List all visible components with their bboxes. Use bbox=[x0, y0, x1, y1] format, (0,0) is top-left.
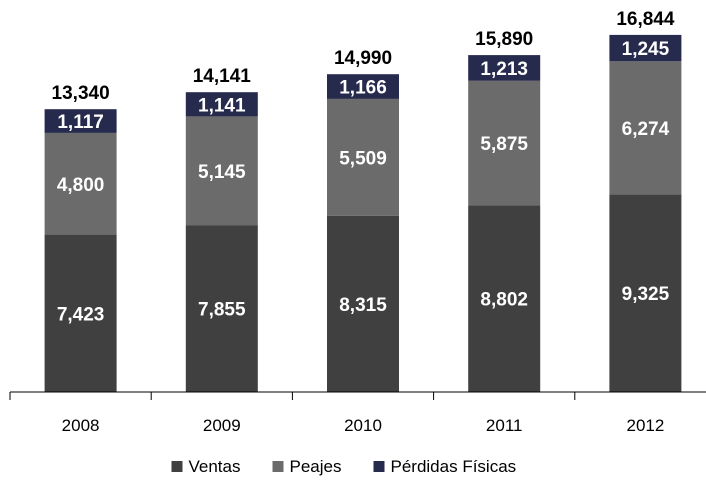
bar-segment bbox=[468, 205, 541, 392]
x-tick-label: 2011 bbox=[486, 416, 523, 435]
x-tick-label: 2009 bbox=[203, 416, 241, 435]
bar-segment bbox=[44, 234, 117, 392]
data-labels-layer: 7,423 4,800 1,117 13,340 7,855 5,145 1,141 14,1… bbox=[52, 9, 675, 325]
legend: Ventas Peajes Pérdidas Físicas bbox=[171, 457, 517, 476]
x-axis: 2008 2009 2010 2011 2012 bbox=[9, 391, 706, 435]
bar-segment bbox=[185, 92, 258, 117]
total-data-label: 14,990 bbox=[334, 48, 392, 69]
legend-label: Peajes bbox=[290, 457, 342, 476]
bar-segment bbox=[185, 116, 258, 226]
bar-segment bbox=[327, 215, 399, 392]
x-tick-label: 2008 bbox=[62, 416, 100, 435]
segment-data-label: 1,117 bbox=[57, 112, 104, 133]
segment-data-label: 8,802 bbox=[480, 290, 528, 311]
bar-segment bbox=[185, 225, 258, 392]
segment-data-label: 4,800 bbox=[57, 175, 105, 196]
bar-segment bbox=[327, 74, 399, 99]
bar-segment bbox=[327, 98, 399, 216]
segment-data-label: 7,855 bbox=[198, 300, 246, 321]
bar-segment bbox=[468, 55, 541, 81]
segment-data-label: 7,423 bbox=[57, 304, 105, 325]
legend-label: Pérdidas Físicas bbox=[391, 457, 517, 476]
legend-swatch bbox=[373, 461, 385, 472]
bars-layer bbox=[44, 34, 682, 392]
segment-data-label: 5,875 bbox=[480, 134, 528, 155]
segment-data-label: 1,245 bbox=[622, 39, 670, 60]
x-tick-label: 2010 bbox=[344, 416, 382, 435]
legend-swatch bbox=[171, 461, 183, 472]
total-data-label: 14,141 bbox=[193, 66, 252, 87]
bar-segment bbox=[468, 80, 541, 206]
bar-segment bbox=[609, 61, 682, 195]
segment-data-label: 5,509 bbox=[339, 148, 387, 169]
total-data-label: 13,340 bbox=[52, 83, 110, 104]
total-data-label: 16,844 bbox=[616, 9, 675, 30]
segment-data-label: 1,166 bbox=[339, 78, 387, 99]
total-data-label: 15,890 bbox=[475, 29, 533, 50]
bar-segment bbox=[44, 109, 117, 133]
bar-segment bbox=[609, 194, 682, 392]
segment-data-label: 9,325 bbox=[622, 284, 670, 305]
segment-data-label: 8,315 bbox=[339, 295, 387, 316]
segment-data-label: 1,213 bbox=[480, 59, 528, 80]
segment-data-label: 6,274 bbox=[622, 119, 670, 140]
legend-label: Ventas bbox=[189, 457, 241, 476]
segment-data-label: 1,141 bbox=[198, 95, 246, 116]
x-tick-label: 2012 bbox=[626, 416, 664, 435]
bar-segment bbox=[44, 132, 117, 235]
legend-swatch bbox=[272, 461, 284, 472]
segment-data-label: 5,145 bbox=[198, 162, 246, 183]
bar-segment bbox=[609, 34, 682, 62]
